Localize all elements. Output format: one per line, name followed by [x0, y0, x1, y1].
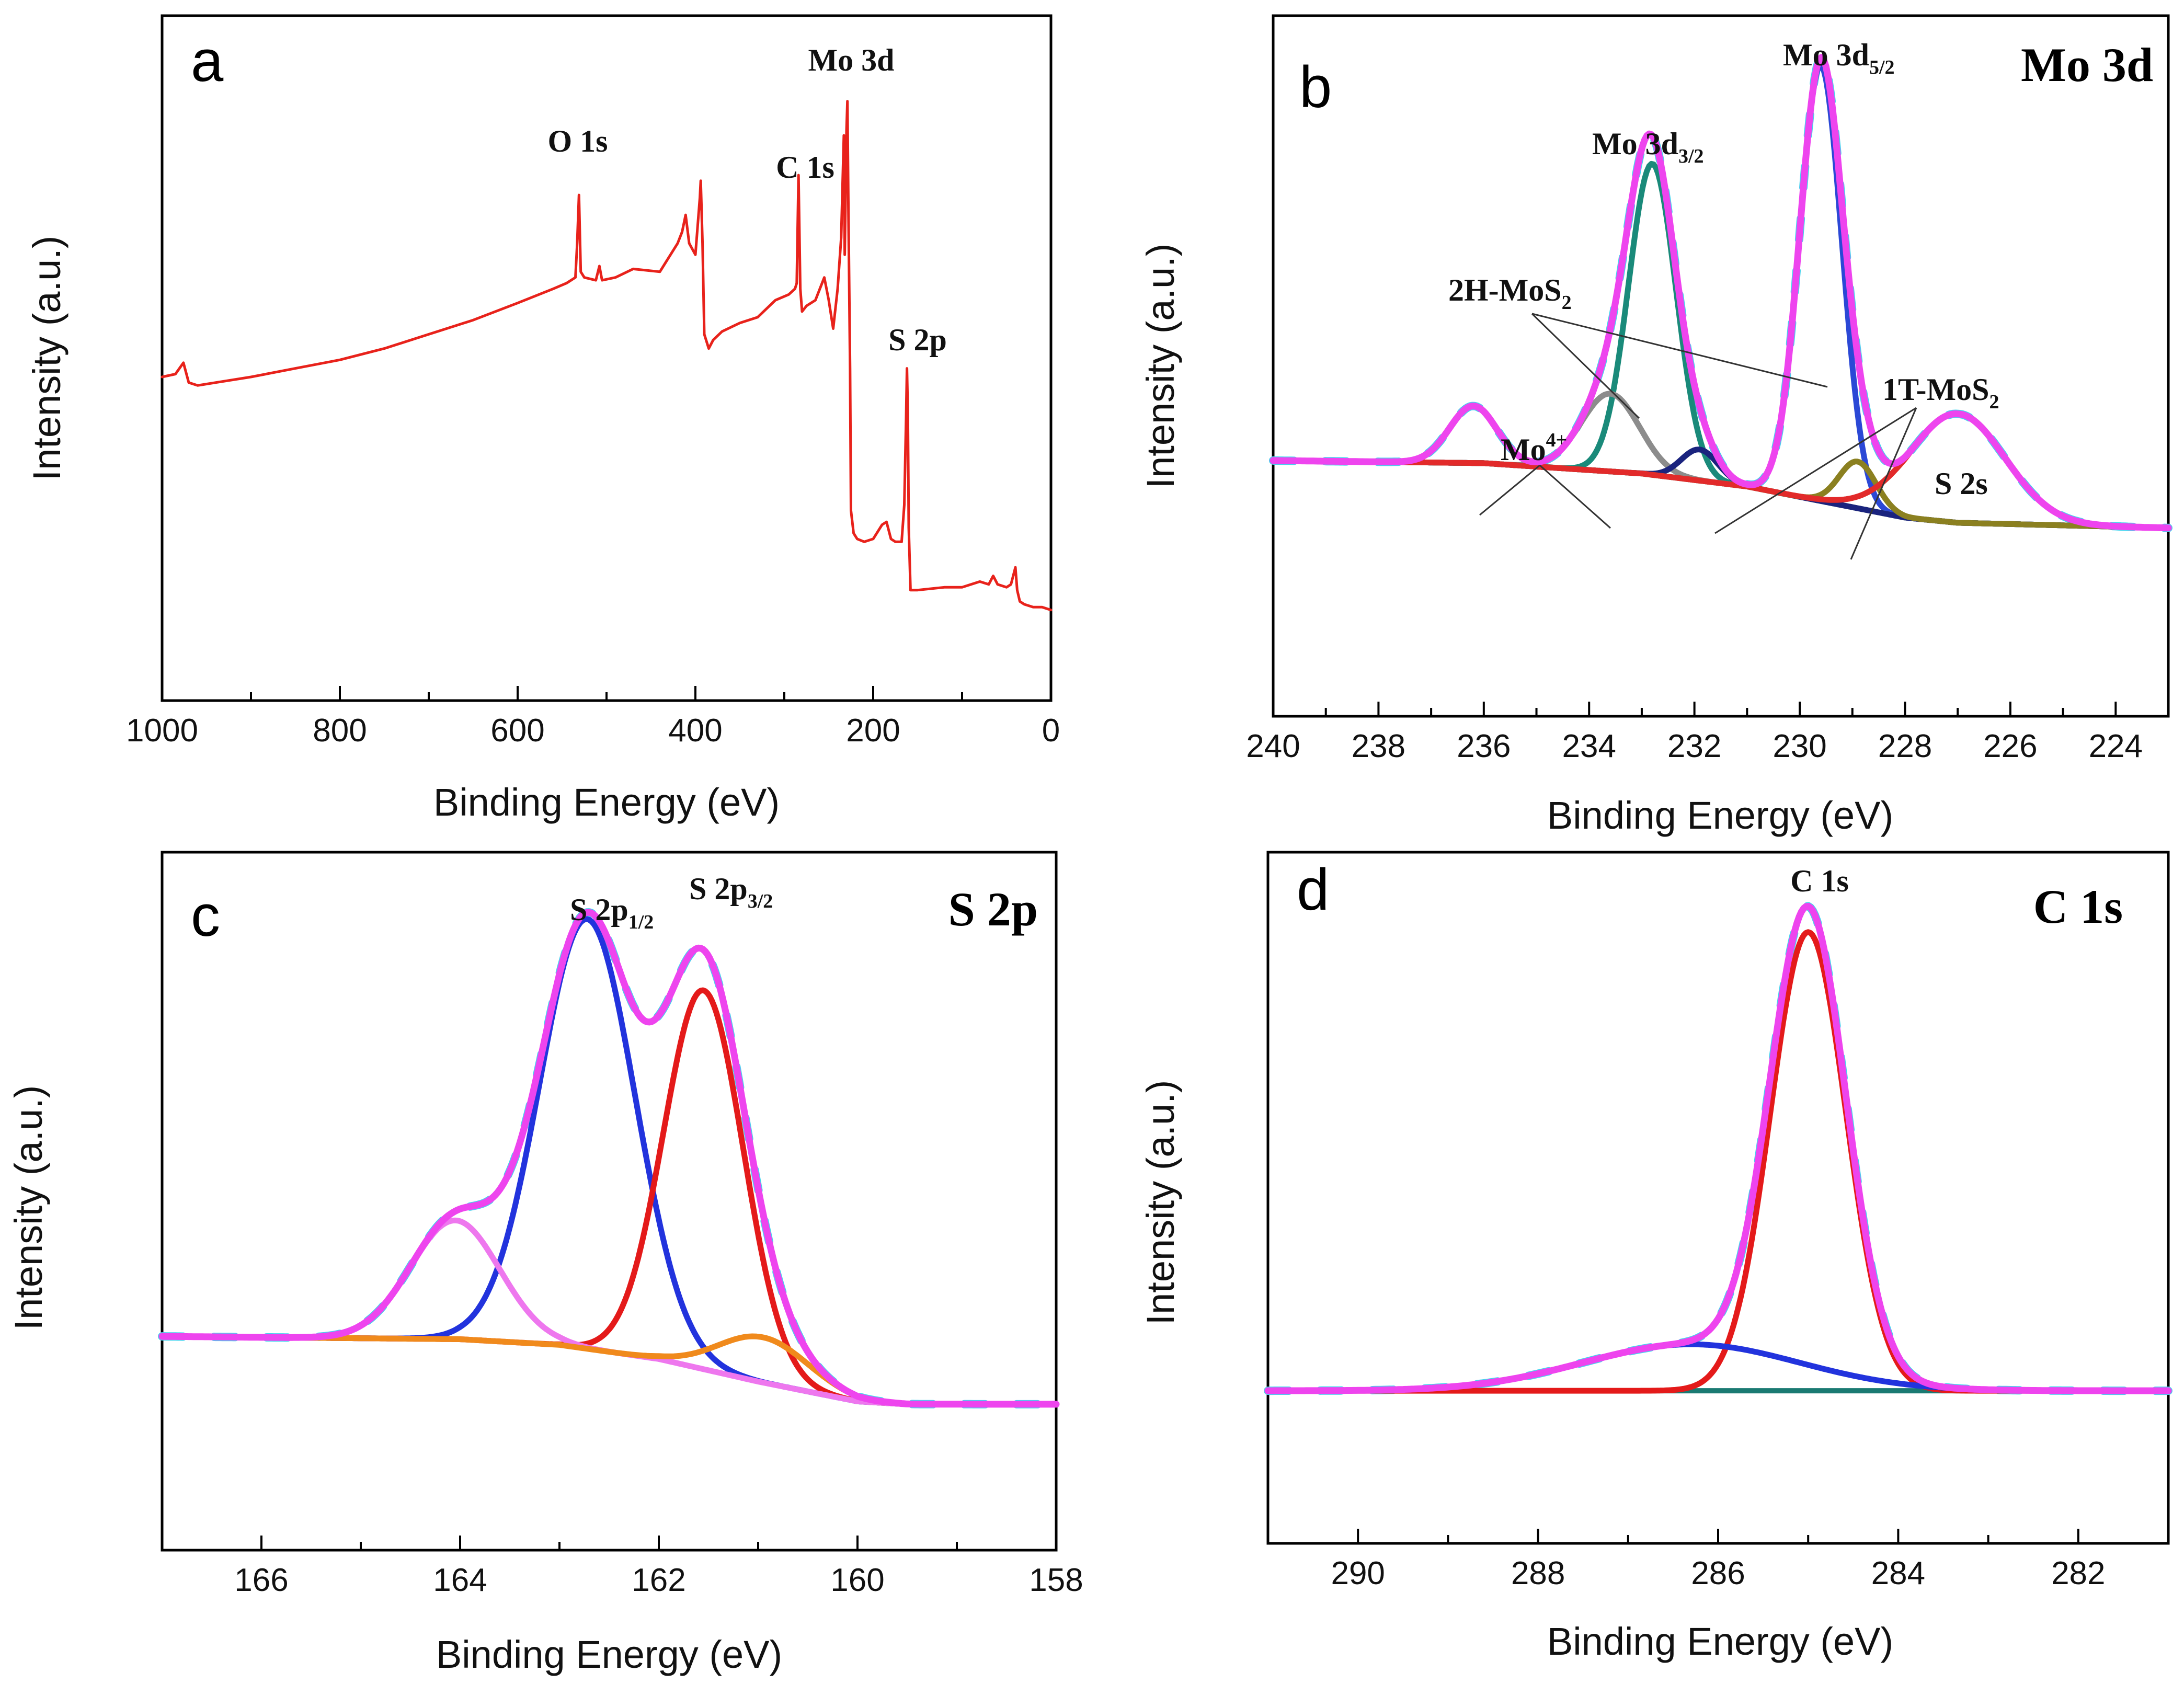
panel-c-xtick-label-3: 160: [830, 1562, 884, 1598]
panel-b-x-axis: 240 238 236 234 232 230 228 226 224: [1246, 702, 2143, 764]
panel-a-plot-frame: [161, 14, 1053, 702]
panel-b-annotation-arrows: [1479, 313, 1917, 560]
panel-c-component-3: [159, 1333, 1059, 1407]
panel-c-title: S 2p: [948, 883, 1038, 936]
panel-a-curves: [161, 100, 1053, 612]
panel-b-mo3d-spectrum: 240 238 236 234 232 230 228 226 224 b Mo 3d Bind…: [1139, 14, 2172, 837]
panel-c-curves: [158, 908, 1060, 1408]
panel-b-annotation-mo4plus: Mo4+: [1501, 429, 1567, 467]
panel-a-xtick-label-1: 800: [313, 713, 367, 749]
panel-d-xtick-label-4: 282: [2051, 1555, 2105, 1591]
panel-c-x-axis: 166 164 162 160 158: [234, 1536, 1083, 1598]
panel-a-annotation-s2p: S 2p: [888, 323, 947, 357]
panel-d-y-axis-label: Intensity (a.u.): [1139, 1080, 1182, 1325]
panel-d-plot-frame: [1266, 851, 2170, 1545]
panel-a-x-axis-label: Binding Energy (eV): [433, 781, 780, 824]
panel-c-s2p-spectrum: 166 164 162 160 158 c S 2p Binding Energy (e…: [7, 851, 1083, 1676]
panel-b-xtick-label-4: 232: [1667, 728, 1721, 764]
panel-d-x-axis: 290 288 286 284 282: [1331, 1529, 2106, 1591]
panel-a-xtick-label-3: 400: [668, 713, 722, 749]
panel-d-annotation-c1s: C 1s: [1790, 864, 1849, 898]
panel-b-xtick-label-0: 240: [1246, 728, 1300, 764]
panel-c-baseline: [159, 1334, 1059, 1407]
panel-c-xtick-label-1: 164: [433, 1562, 487, 1598]
panel-b-x-axis-label: Binding Energy (eV): [1547, 794, 1893, 837]
panel-c-plot-frame: [161, 851, 1058, 1552]
panel-b-annotation-1t-mos2: 1T-MoS2: [1882, 372, 1999, 413]
panel-a-xtick-label-4: 200: [846, 713, 900, 749]
panel-c-x-axis-label: Binding Energy (eV): [436, 1633, 782, 1676]
panel-a-xtick-label-5: 0: [1042, 713, 1060, 749]
panel-a-annotation-o1s: O 1s: [547, 124, 608, 158]
panel-a-xtick-label-2: 600: [490, 713, 544, 749]
panel-c-y-axis-label: Intensity (a.u.): [7, 1085, 50, 1331]
panel-d-curves: [1264, 902, 2172, 1395]
panel-d-xtick-label-3: 284: [1871, 1555, 1925, 1591]
panel-d-xtick-label-1: 288: [1511, 1555, 1565, 1591]
panel-b-annotation-mo3d32: Mo 3d3/2: [1592, 127, 1704, 167]
panel-d-fit-envelope: [1264, 902, 2172, 1394]
panel-a-xtick-label-0: 1000: [126, 713, 198, 749]
panel-a-survey-spectrum: 1000 800 600 400 200 0 a Binding Energy (eV) …: [25, 14, 1060, 824]
panel-c-xtick-label-0: 166: [234, 1562, 288, 1598]
panel-b-annotation-2h-mos2: 2H-MoS2: [1448, 273, 1572, 314]
panel-c-component-2: [159, 1217, 1059, 1407]
panel-b-xtick-label-3: 234: [1562, 728, 1616, 764]
panel-b-curves: [1269, 53, 2172, 532]
panel-c-annotation-s2p32: S 2p3/2: [689, 872, 773, 912]
panel-a-annotation-c1s: C 1s: [776, 150, 834, 185]
panel-d-x-axis-label: Binding Energy (eV): [1547, 1620, 1893, 1663]
panel-b-annotation-s2s: S 2s: [1935, 466, 1988, 501]
panel-b-label: b: [1299, 54, 1332, 120]
panel-d-c1s-spectrum: 290 288 286 284 282 d C 1s Binding Energy (e…: [1139, 851, 2172, 1663]
panel-c-xtick-label-4: 158: [1029, 1562, 1083, 1598]
panel-c-annotation-s2p12: S 2p1/2: [570, 892, 654, 933]
panel-a-x-axis: 1000 800 600 400 200 0: [126, 686, 1060, 749]
panel-a-label: a: [191, 28, 224, 94]
panel-d-xtick-label-0: 290: [1331, 1555, 1385, 1591]
panel-a-y-axis-label: Intensity (a.u.): [25, 236, 68, 481]
panel-c-xtick-label-2: 162: [632, 1562, 685, 1598]
panel-b-component-1: [1270, 161, 2171, 531]
panel-b-xtick-label-7: 226: [1983, 728, 2037, 764]
panel-b-xtick-label-5: 230: [1773, 728, 1826, 764]
panel-b-fit-envelope: [1270, 54, 2172, 532]
panel-d-xtick-label-2: 286: [1691, 1555, 1745, 1591]
panel-b-xtick-label-6: 228: [1878, 728, 1932, 764]
panel-c-label: c: [191, 883, 220, 948]
panel-b-y-axis-label: Intensity (a.u.): [1139, 244, 1182, 489]
panel-b-xtick-label-2: 236: [1457, 728, 1511, 764]
panel-c-fit-envelope: [158, 909, 1060, 1408]
panel-b-annotation-mo3d52: Mo 3d5/2: [1783, 38, 1895, 78]
panel-b-plot-frame: [1272, 14, 2170, 718]
panel-d-title: C 1s: [2033, 880, 2123, 933]
panel-b-title: Mo 3d: [2021, 38, 2153, 91]
panel-c-component-1: [159, 987, 1059, 1407]
panel-b-xtick-label-1: 238: [1352, 728, 1405, 764]
panel-a-annotation-mo3d: Mo 3d: [808, 43, 895, 77]
panel-d-label: d: [1297, 857, 1329, 922]
panel-b-xtick-label-8: 224: [2089, 728, 2143, 764]
panel-a-series-survey: [161, 100, 1053, 612]
